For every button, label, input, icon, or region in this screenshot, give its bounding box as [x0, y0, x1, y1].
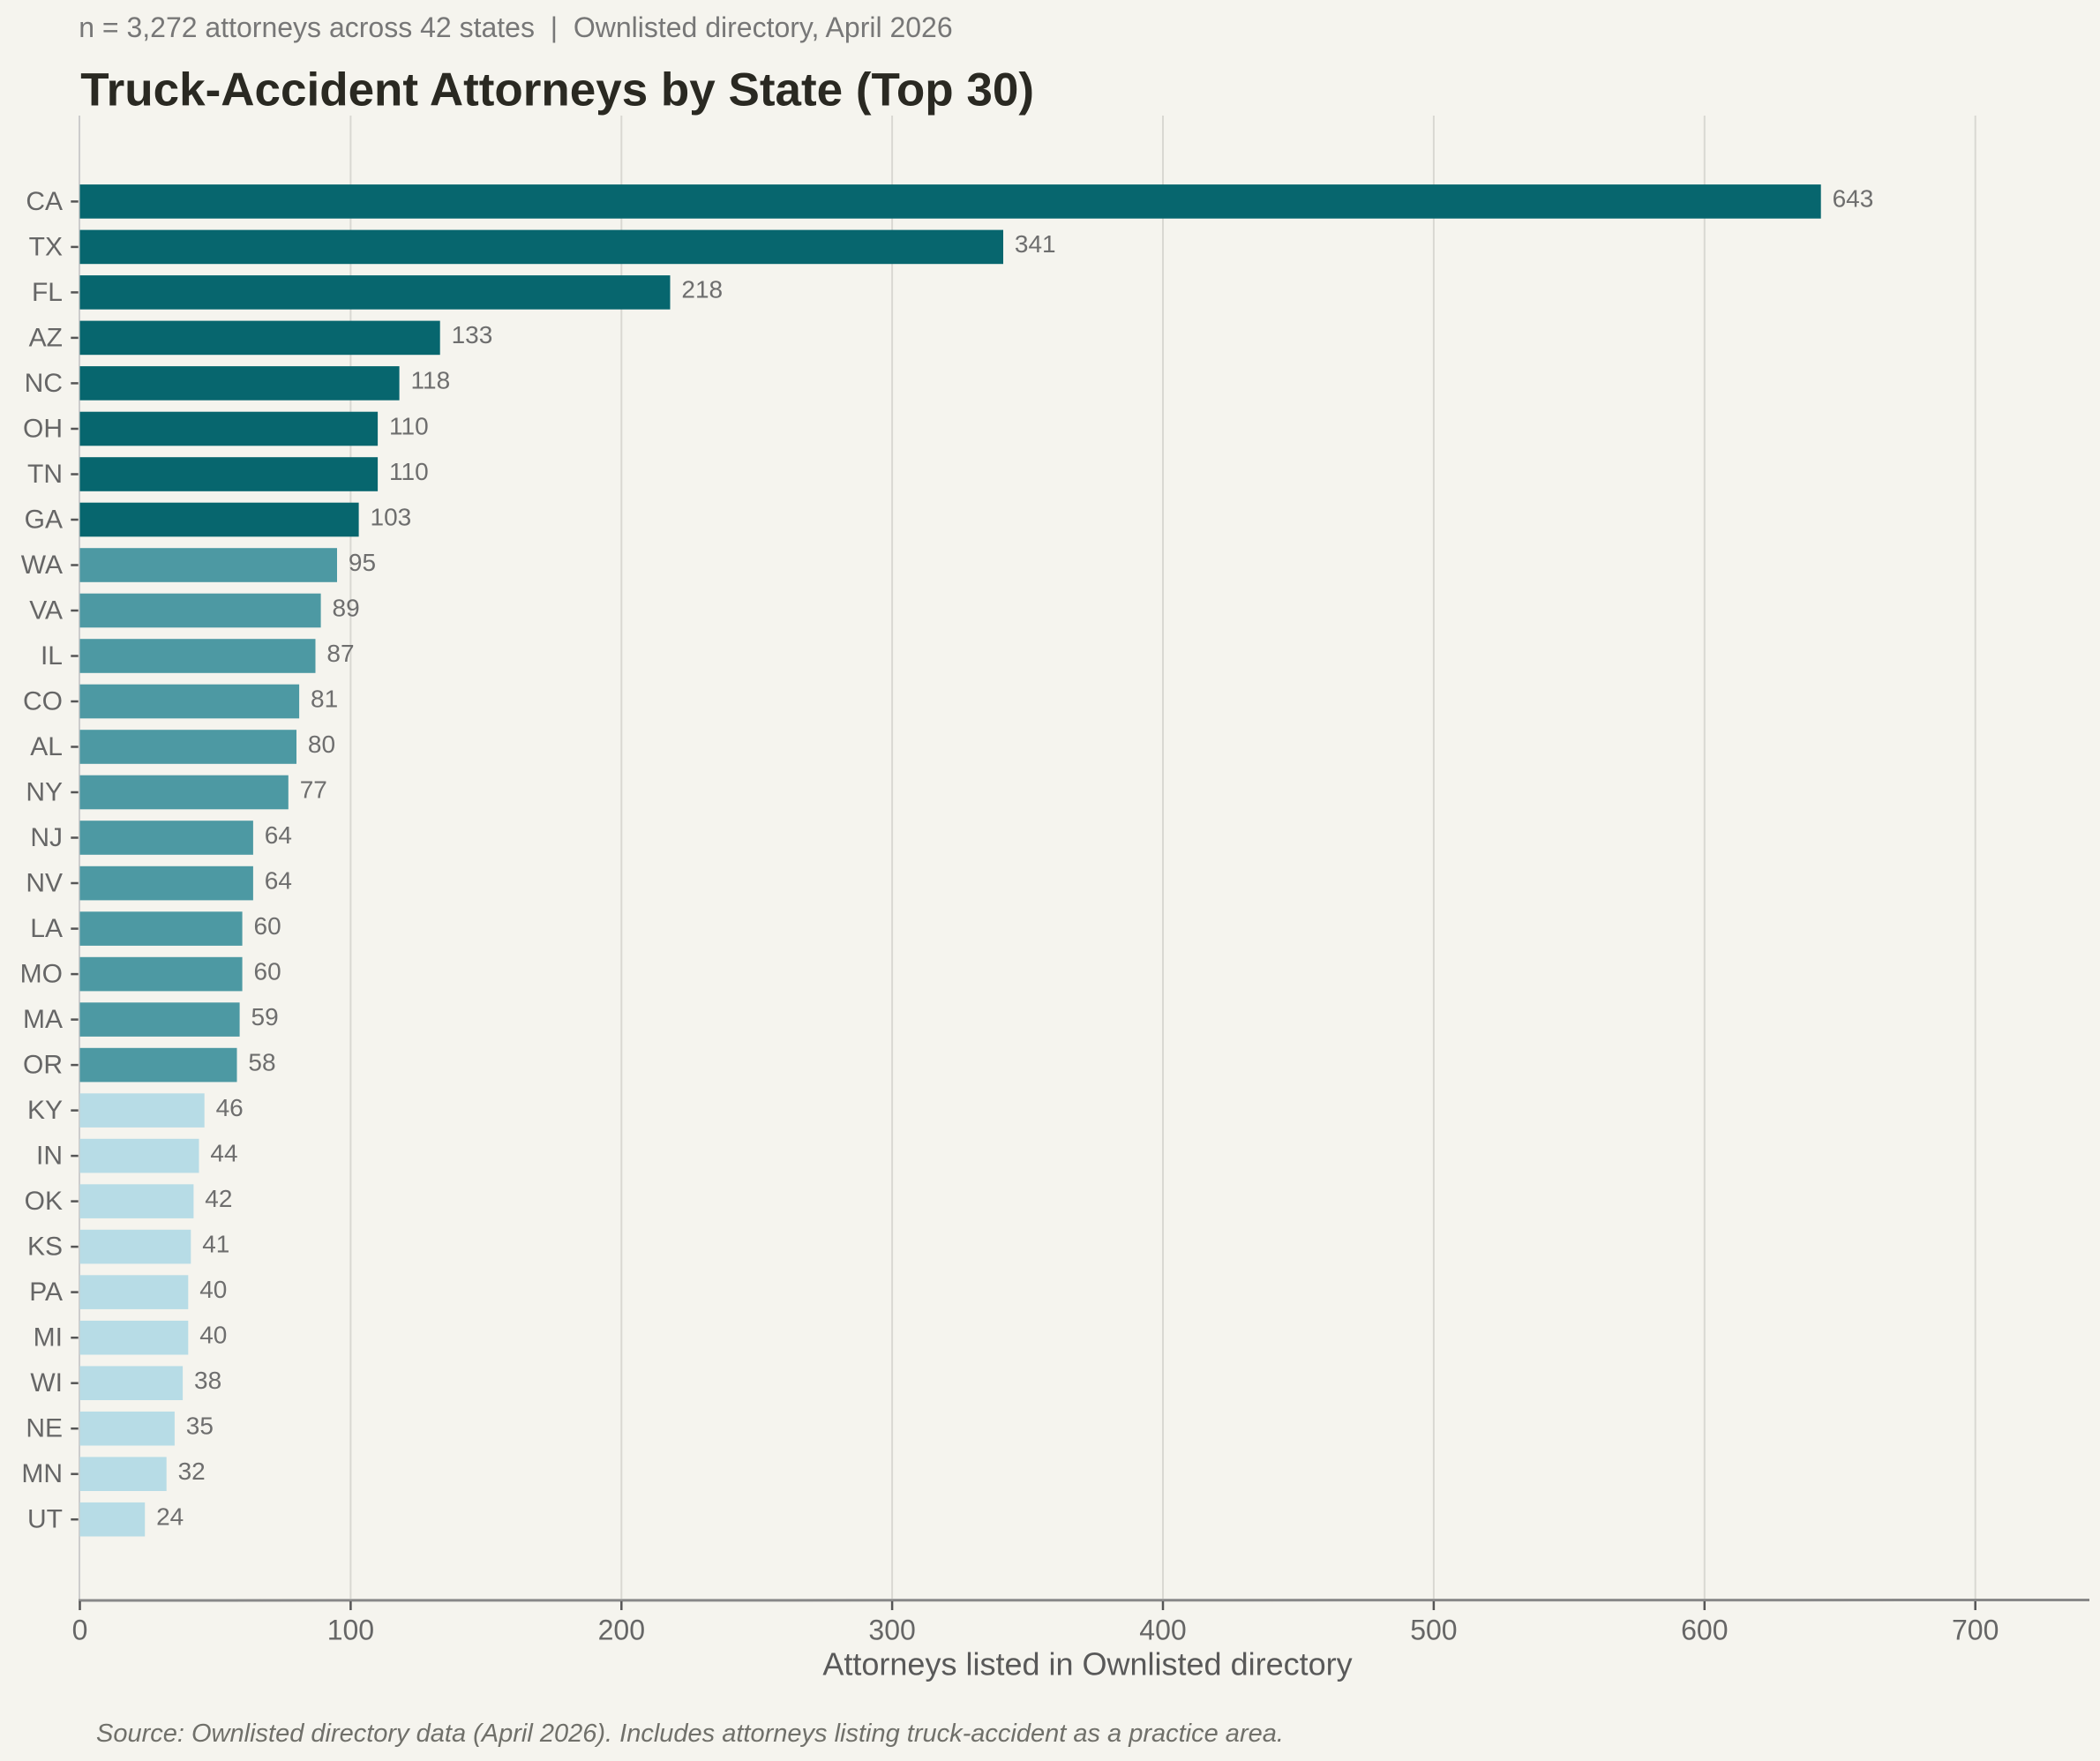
svg-text:44: 44 — [210, 1139, 237, 1166]
svg-text:Source: Ownlisted directory da: Source: Ownlisted directory data (April … — [96, 1720, 1284, 1748]
svg-text:WA: WA — [21, 551, 63, 580]
svg-text:89: 89 — [333, 594, 360, 621]
svg-text:60: 60 — [254, 957, 281, 985]
svg-text:81: 81 — [311, 685, 338, 712]
svg-text:110: 110 — [389, 458, 429, 485]
svg-text:46: 46 — [216, 1094, 244, 1121]
svg-text:500: 500 — [1410, 1615, 1457, 1646]
svg-text:40: 40 — [199, 1276, 227, 1303]
svg-text:NC: NC — [25, 369, 63, 398]
svg-text:WI: WI — [30, 1368, 63, 1398]
svg-text:110: 110 — [389, 412, 429, 439]
svg-text:CO: CO — [23, 687, 63, 716]
svg-text:77: 77 — [300, 776, 327, 803]
svg-text:VA: VA — [29, 596, 63, 626]
svg-text:IN: IN — [36, 1142, 63, 1171]
svg-text:Truck-Accident Attorneys by St: Truck-Accident Attorneys by State (Top 3… — [80, 64, 1034, 116]
svg-text:GA: GA — [25, 506, 63, 535]
svg-text:KS: KS — [27, 1233, 63, 1262]
svg-text:32: 32 — [178, 1458, 206, 1485]
svg-text:0: 0 — [72, 1615, 88, 1646]
svg-text:UT: UT — [27, 1505, 63, 1534]
svg-text:300: 300 — [868, 1615, 915, 1646]
svg-text:60: 60 — [254, 912, 281, 940]
svg-text:KY: KY — [27, 1096, 63, 1125]
svg-text:600: 600 — [1681, 1615, 1728, 1646]
svg-text:59: 59 — [251, 1003, 279, 1030]
svg-text:24: 24 — [156, 1503, 184, 1531]
svg-text:OR: OR — [23, 1051, 63, 1080]
svg-text:341: 341 — [1015, 230, 1056, 258]
svg-text:AZ: AZ — [29, 323, 63, 352]
svg-text:OK: OK — [25, 1187, 63, 1216]
svg-text:118: 118 — [411, 367, 451, 394]
svg-text:OH: OH — [23, 415, 63, 444]
svg-text:NY: NY — [26, 778, 63, 807]
svg-text:64: 64 — [265, 866, 292, 894]
svg-text:41: 41 — [202, 1230, 229, 1257]
svg-text:200: 200 — [598, 1615, 645, 1646]
svg-text:133: 133 — [452, 321, 493, 348]
svg-text:700: 700 — [1952, 1615, 1999, 1646]
svg-text:TX: TX — [29, 232, 63, 261]
svg-text:40: 40 — [199, 1322, 227, 1349]
svg-text:NJ: NJ — [30, 823, 63, 852]
svg-text:FL: FL — [32, 278, 63, 307]
svg-text:AL: AL — [30, 732, 63, 761]
svg-text:643: 643 — [1833, 185, 1874, 213]
svg-text:IL: IL — [41, 641, 63, 671]
svg-text:87: 87 — [326, 640, 354, 667]
svg-text:95: 95 — [349, 549, 376, 576]
svg-text:38: 38 — [194, 1367, 221, 1394]
svg-text:CA: CA — [26, 187, 63, 216]
svg-text:80: 80 — [308, 731, 335, 758]
svg-text:103: 103 — [371, 503, 412, 530]
svg-text:NV: NV — [26, 869, 63, 898]
svg-text:MI: MI — [34, 1323, 63, 1353]
svg-text:MO: MO — [20, 960, 63, 989]
svg-text:64: 64 — [265, 821, 292, 849]
svg-text:42: 42 — [205, 1185, 232, 1212]
svg-text:PA: PA — [29, 1278, 63, 1307]
svg-text:100: 100 — [327, 1615, 374, 1646]
svg-text:400: 400 — [1139, 1615, 1186, 1646]
svg-text:58: 58 — [248, 1048, 275, 1075]
svg-text:MN: MN — [21, 1459, 63, 1488]
svg-text:n = 3,272 attorneys across 42: n = 3,272 attorneys across 42 states | O… — [79, 11, 952, 43]
svg-text:Attorneys listed in Ownlisted: Attorneys listed in Ownlisted directory — [822, 1645, 1352, 1682]
svg-text:35: 35 — [186, 1413, 214, 1440]
svg-text:LA: LA — [30, 914, 63, 943]
svg-text:NE: NE — [26, 1414, 63, 1443]
svg-text:MA: MA — [23, 1005, 63, 1034]
svg-text:218: 218 — [681, 276, 723, 303]
svg-text:TN: TN — [27, 460, 63, 489]
